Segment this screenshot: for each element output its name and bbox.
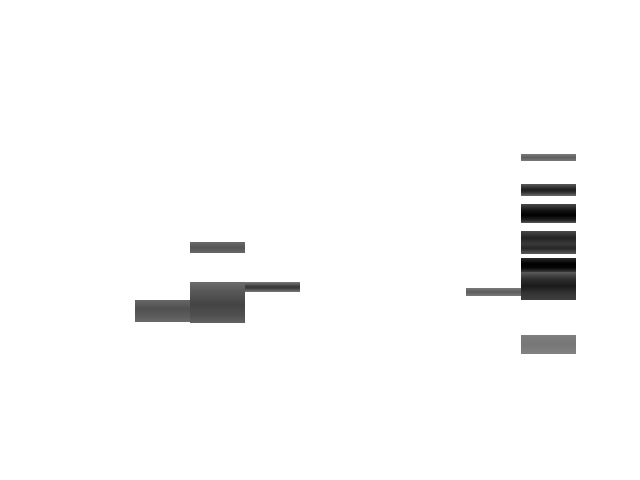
lane-5-band-g — [521, 335, 576, 354]
lane-1-band-a — [135, 300, 190, 322]
lane-4-band-a — [466, 288, 521, 296]
lane-5-band-e — [521, 258, 576, 272]
lane-2 — [190, 0, 245, 480]
lane-3-band-a — [245, 282, 300, 292]
lane-4 — [466, 0, 521, 480]
lane-1 — [135, 0, 190, 480]
lane-5-band-f — [521, 272, 576, 300]
lane-2-band-b — [190, 282, 245, 323]
lane-5-band-c — [521, 204, 576, 223]
lane-5-band-d — [521, 231, 576, 254]
lane-5-band-b — [521, 184, 576, 196]
lane-2-band-a — [190, 242, 245, 253]
lane-3 — [245, 0, 300, 480]
lane-5 — [521, 0, 576, 480]
lane-5-band-a — [521, 154, 576, 161]
